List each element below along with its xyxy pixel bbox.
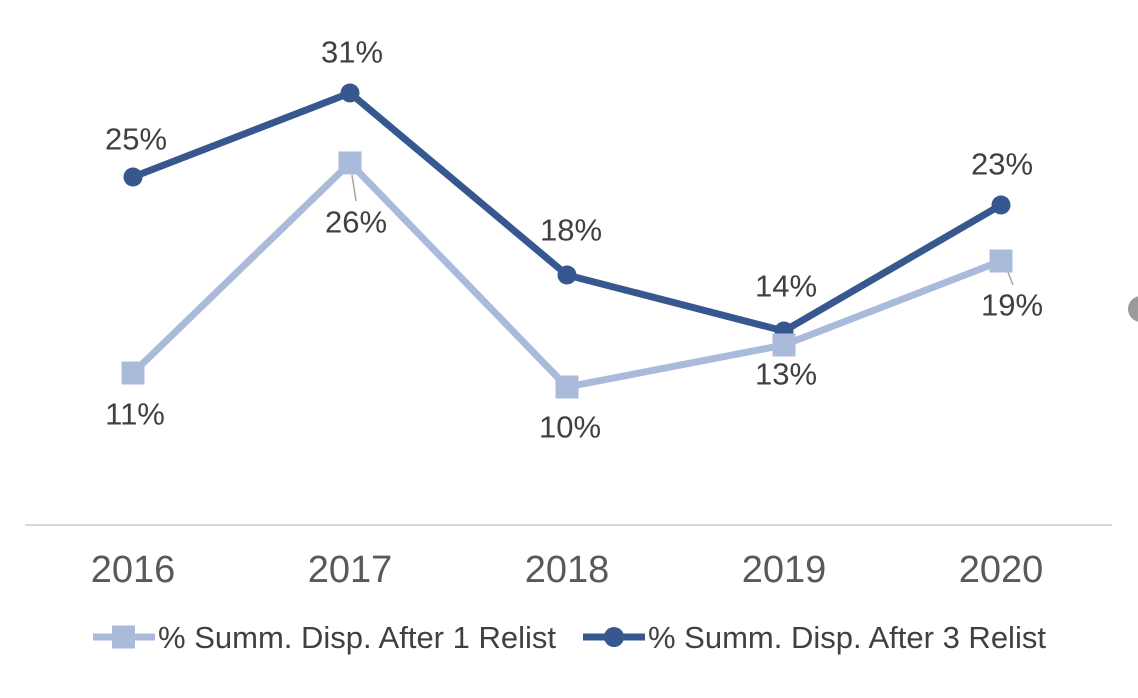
data-label: 14% bbox=[754, 268, 818, 304]
legend-label: % Summ. Disp. After 1 Relist bbox=[158, 619, 556, 655]
data-label: 18% bbox=[539, 212, 603, 248]
legend-item-after-1-relist: % Summ. Disp. After 1 Relist bbox=[92, 622, 556, 653]
data-point-circle bbox=[991, 195, 1011, 215]
x-axis-label: 2017 bbox=[307, 549, 393, 591]
data-point-square bbox=[555, 375, 579, 399]
right-edge-partial-circle bbox=[1128, 296, 1138, 322]
data-label: 19% bbox=[980, 287, 1044, 323]
data-point-square bbox=[772, 333, 796, 357]
legend-marker-square bbox=[112, 625, 136, 649]
data-label: 25% bbox=[104, 121, 168, 157]
data-label: 26% bbox=[324, 204, 388, 240]
legend-item-after-3-relist: % Summ. Disp. After 3 Relist bbox=[582, 622, 1046, 653]
data-point-circle bbox=[123, 167, 143, 187]
legend-marker-circle bbox=[604, 627, 624, 647]
x-axis-label: 2019 bbox=[741, 549, 827, 591]
x-axis-label: 2018 bbox=[524, 549, 610, 591]
data-label: 23% bbox=[970, 146, 1034, 182]
x-axis-label: 2020 bbox=[958, 549, 1044, 591]
data-point-square bbox=[121, 361, 145, 385]
data-point-circle bbox=[557, 265, 577, 285]
data-point-square bbox=[338, 151, 362, 175]
legend-label: % Summ. Disp. After 3 Relist bbox=[648, 619, 1046, 655]
legend-circle-marker-icon bbox=[583, 627, 645, 647]
data-label: 31% bbox=[320, 34, 384, 70]
legend-square-marker-icon bbox=[93, 625, 156, 649]
data-label: 11% bbox=[105, 396, 165, 432]
chart-legend: % Summ. Disp. After 1 Relist % Summ. Dis… bbox=[0, 614, 1138, 660]
label-leader-line bbox=[351, 174, 357, 202]
data-label: 13% bbox=[754, 356, 818, 392]
x-axis-label: 2016 bbox=[90, 549, 176, 591]
data-point-circle bbox=[340, 83, 360, 103]
data-point-square bbox=[989, 249, 1013, 273]
data-label: 10% bbox=[538, 409, 602, 445]
